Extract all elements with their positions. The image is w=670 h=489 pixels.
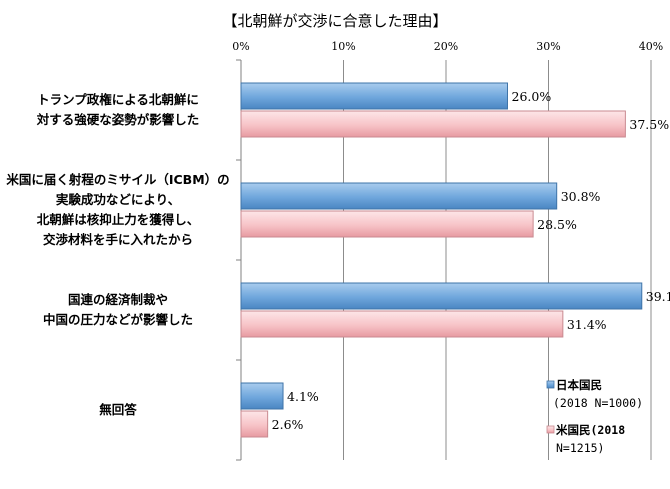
bar-us [240,210,534,238]
legend-swatch-japan [546,380,555,389]
x-tick-label: 10% [331,40,355,53]
x-tick-label: 20% [434,40,458,53]
legend-label: N=1215) [556,441,604,455]
legend: 日本国民 (2018 N=1000) 米国民(2018 N=1215) [546,378,643,455]
category-label: 中国の圧力などが影響した [43,312,193,327]
y-axis-categories: トランプ政権による北朝鮮に対する強硬な姿勢が影響した米国に届く射程のミサイル（I… [5,92,229,417]
data-label: 37.5% [629,117,669,132]
category-label: 北朝鮮は核抑止力を獲得し、 [37,212,200,227]
data-label: 2.6% [272,417,304,432]
legend-swatch-us [546,425,555,434]
data-labels: 26.0% 37.5% 30.8% 28.5% 39.1% 31.4% 4.1% 2.6% [272,89,670,432]
data-label: 31.4% [567,317,607,332]
category-label: 対する強硬な姿勢が影響した [36,112,200,127]
category-label: 交渉材料を手に入れたから [43,232,193,247]
category-label: 米国に届く射程のミサイル（ICBM）の [5,172,229,187]
bar-us [240,310,564,338]
legend-label: (2018 N=1000) [553,396,643,410]
bar-japan [240,182,558,210]
data-label: 28.5% [537,217,577,232]
x-axis: 0% 10% 20% 30% 40% [232,40,663,53]
bar-japan [240,82,508,110]
bar-us [240,410,269,438]
bars [240,82,643,438]
bar-japan [240,382,284,410]
data-label: 26.0% [512,89,552,104]
category-label: 実験成功などにより、 [56,192,180,207]
legend-label: 日本国民 [556,378,602,392]
legend-label: 米国民(2018 [555,423,625,437]
data-label: 39.1% [646,289,670,304]
chart-title: 【北朝鮮が交渉に合意した理由】 [222,12,447,30]
x-tick-label: 30% [536,40,560,53]
category-label: 国連の経済制裁や [68,292,168,307]
bar-us [240,110,626,138]
x-tick-label: 40% [639,40,663,53]
category-label: トランプ政権による北朝鮮に [37,92,199,107]
category-label: 無回答 [99,402,137,417]
data-label: 4.1% [287,389,319,404]
data-label: 30.8% [561,189,601,204]
bar-japan [240,282,643,310]
x-tick-label: 0% [232,40,249,53]
